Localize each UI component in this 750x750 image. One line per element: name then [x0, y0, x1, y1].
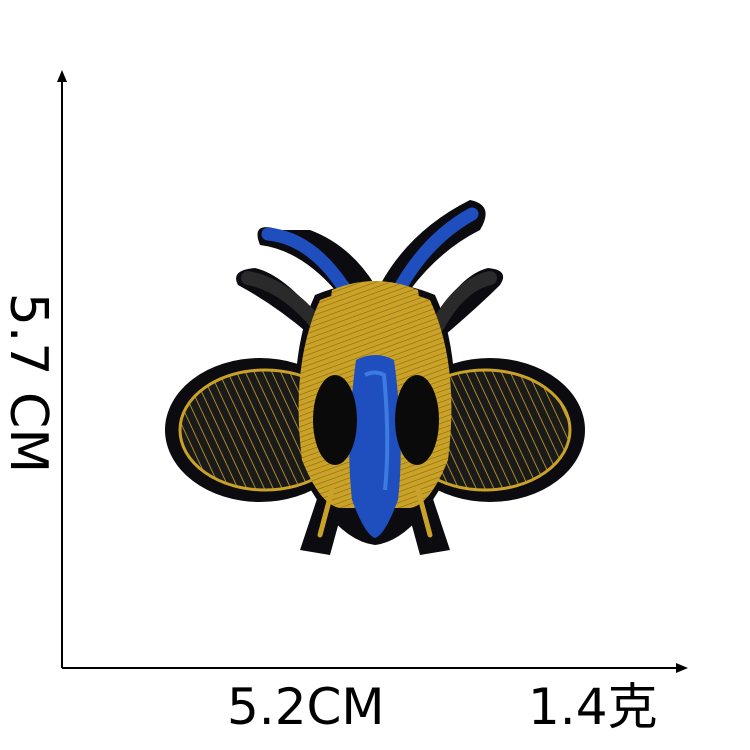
right-body-spot — [395, 375, 439, 465]
arrow-up-icon — [57, 70, 67, 82]
right-antenna — [389, 207, 479, 302]
height-dimension-label: 5.7 CM — [0, 292, 58, 474]
bee-icon — [165, 200, 585, 555]
width-dimension-label: 5.2CM — [227, 678, 385, 736]
right-upper-leg — [431, 271, 497, 332]
right-lower-leg — [415, 487, 433, 538]
left-lower-leg — [317, 487, 335, 538]
arrow-right-icon — [676, 663, 688, 673]
left-upper-leg — [241, 271, 325, 332]
left-body-spot — [313, 375, 357, 465]
bee-head — [331, 281, 419, 318]
weight-label: 1.4克 — [528, 678, 658, 736]
bee-body-blue-highlight — [364, 370, 390, 491]
bee-body-blue — [349, 355, 401, 538]
